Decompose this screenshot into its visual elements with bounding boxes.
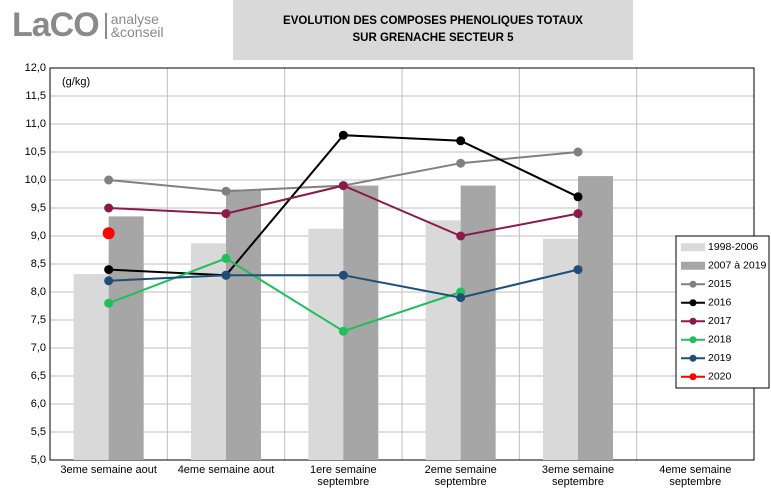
x-tick-label: 2eme semaine septembre: [424, 464, 497, 488]
series-point: [104, 276, 114, 286]
legend-box: [675, 235, 770, 389]
legend-label: 2019: [708, 352, 732, 364]
x-tick-label: 4eme semaine aout: [177, 464, 275, 476]
logo: LaCO analyse &conseil: [12, 6, 164, 45]
y-tick-label: 6,0: [31, 398, 46, 410]
x-tick-label: 3eme semaine septembre: [541, 464, 615, 488]
series-point: [104, 203, 114, 213]
legend-label: 2018: [708, 334, 732, 346]
legend-swatch: [689, 299, 697, 307]
x-tick-label: 3eme semaine aout: [60, 464, 157, 476]
bar: [73, 274, 109, 460]
series-point: [102, 227, 115, 240]
bar: [425, 220, 461, 460]
series-point: [221, 209, 231, 219]
legend-swatch: [689, 280, 697, 288]
bar: [108, 216, 144, 460]
series-point: [104, 175, 114, 185]
legend-swatch: [689, 317, 697, 325]
logo-brand: LaCO: [12, 6, 100, 44]
series-point: [104, 265, 114, 275]
bar: [578, 176, 613, 460]
series-point: [221, 253, 231, 263]
y-tick-label: 7,0: [31, 342, 46, 354]
series-point: [221, 186, 231, 196]
y-tick-label: 11,5: [25, 90, 46, 102]
legend-swatch: [681, 261, 705, 270]
bar: [308, 228, 344, 460]
y-tick-label: 10,5: [25, 146, 46, 158]
y-tick-label: 5,5: [31, 426, 46, 438]
legend-label: 2017: [708, 315, 732, 327]
unit-label: (g/kg): [62, 76, 90, 88]
logo-text: analyse &conseil: [104, 10, 164, 40]
bar: [543, 238, 578, 460]
bar: [191, 243, 226, 460]
legend-label: 2007 à 2019: [708, 260, 767, 272]
series-point: [221, 270, 231, 280]
legend-label: 2015: [708, 278, 732, 290]
series-point: [456, 231, 466, 241]
series-point: [338, 270, 348, 280]
x-tick-label: 1ere semaine septembre: [310, 464, 377, 488]
legend-swatch: [689, 354, 697, 362]
series-point: [573, 192, 583, 202]
bar: [343, 185, 379, 460]
y-tick-label: 8,5: [31, 258, 46, 270]
series-point: [456, 158, 466, 168]
y-tick-label: 11,0: [25, 118, 46, 130]
y-tick-label: 9,5: [31, 202, 46, 214]
series-point: [573, 265, 583, 275]
bar: [460, 185, 496, 460]
series-line: [108, 257, 461, 333]
chart-title: EVOLUTION DES COMPOSES PHENOLIQUES TOTAU…: [233, 0, 633, 60]
legend-label: 1998-2006: [708, 241, 758, 253]
series-point: [573, 147, 583, 157]
legend-swatch: [689, 373, 697, 381]
y-tick-label: 10,0: [25, 174, 46, 186]
legend-label: 2016: [708, 297, 732, 309]
y-tick-label: 5,0: [31, 454, 46, 466]
title-line: EVOLUTION DES COMPOSES PHENOLIQUES TOTAU…: [283, 15, 583, 27]
y-tick-label: 8,0: [31, 286, 46, 298]
y-tick-label: 9,0: [31, 230, 46, 242]
legend-swatch: [681, 243, 705, 252]
y-tick-label: 6,5: [31, 370, 46, 382]
x-tick-label: 4eme semaine septembre: [659, 464, 732, 488]
y-tick-label: 7,5: [31, 314, 46, 326]
series-point: [456, 136, 466, 146]
legend-label: 2020: [708, 371, 732, 383]
series-point: [573, 209, 583, 219]
logo-line: &conseil: [110, 23, 164, 40]
series-point: [338, 130, 348, 140]
series-point: [338, 181, 348, 191]
logo-line: analyse: [110, 10, 159, 27]
y-tick-label: 12,0: [25, 62, 46, 74]
series-point: [104, 298, 114, 308]
bar: [226, 189, 261, 460]
legend-swatch: [689, 336, 697, 344]
series-point: [456, 293, 466, 303]
series-point: [338, 326, 348, 336]
title-line: SUR GRENACHE SECTEUR 5: [352, 32, 514, 44]
